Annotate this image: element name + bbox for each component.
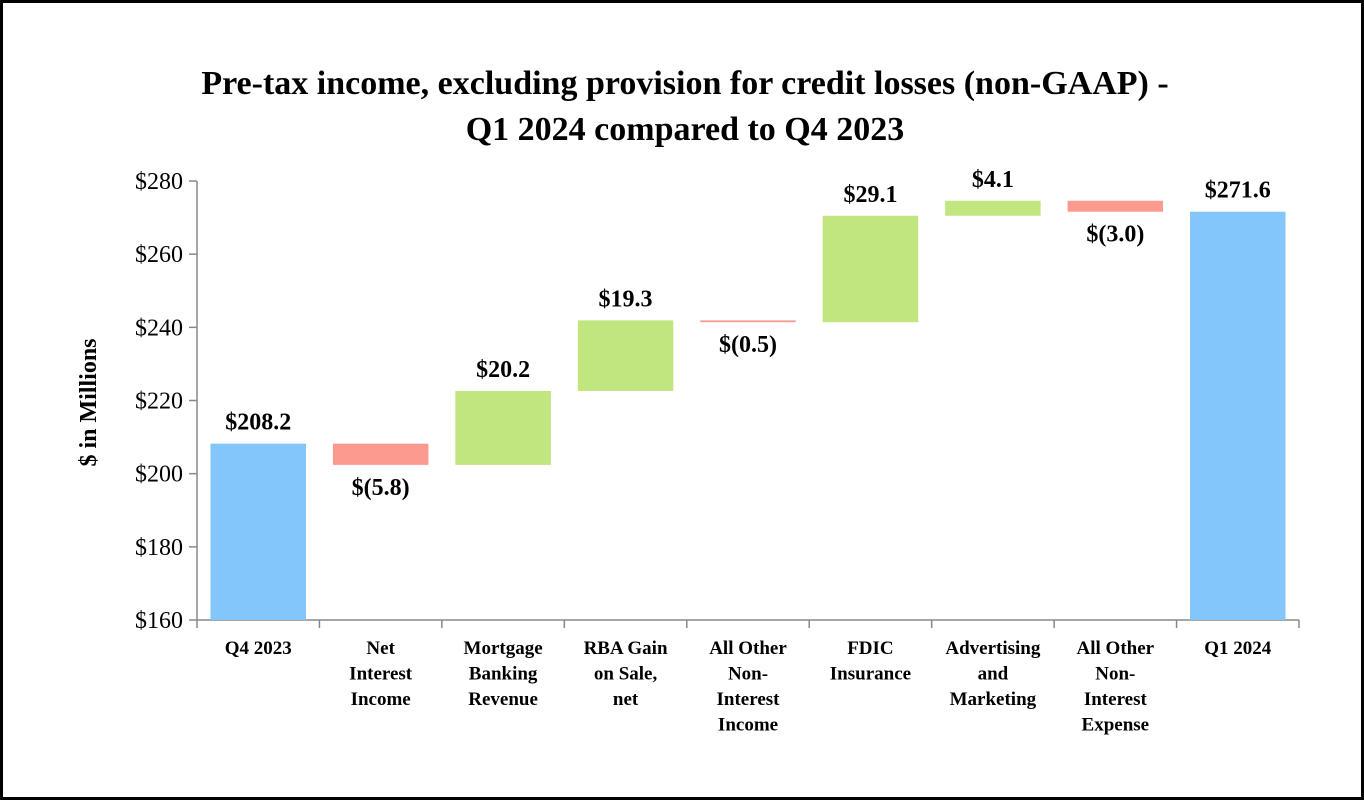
data-label-2: $20.2 xyxy=(476,357,530,383)
x-tick-label: Income xyxy=(718,715,778,736)
x-tick-label: Advertising xyxy=(945,638,1041,659)
x-tick-label: Q1 2024 xyxy=(1204,638,1272,659)
chart-title: Pre-tax income, excluding provision for … xyxy=(3,61,1364,153)
data-label-4: $(0.5) xyxy=(719,332,777,358)
y-tick-label: $220 xyxy=(135,389,183,415)
bar-6 xyxy=(945,200,1041,216)
x-tick-label: RBA Gain xyxy=(584,638,668,659)
y-tick-label: $200 xyxy=(135,462,183,488)
x-tick-label: All Other xyxy=(1077,638,1155,659)
x-tick-label: Expense xyxy=(1082,715,1150,736)
x-tick-label: Non- xyxy=(1095,664,1135,685)
bar-0 xyxy=(210,443,306,620)
x-tick-label: Net xyxy=(366,638,395,659)
x-tick-label: Interest xyxy=(1084,689,1148,710)
data-label-8: $271.6 xyxy=(1205,178,1271,204)
y-tick-label: $280 xyxy=(135,169,183,195)
x-tick-label: Marketing xyxy=(950,689,1037,710)
bar-3 xyxy=(577,320,674,391)
data-label-6: $4.1 xyxy=(972,167,1014,193)
x-tick-label: net xyxy=(613,689,639,710)
x-tick-label: Q4 2023 xyxy=(225,638,292,659)
chart-labels: $208.2 Q4 2023 $(5.8) Net Interest Income $20.… xyxy=(225,167,1272,736)
y-tick-label: $260 xyxy=(135,242,183,268)
x-tick-label: FDIC xyxy=(847,638,893,659)
bar-1 xyxy=(332,443,429,465)
bar-5 xyxy=(822,215,919,323)
x-tick-label: Insurance xyxy=(830,664,911,685)
x-tick-label: Interest xyxy=(349,664,413,685)
data-label-5: $29.1 xyxy=(843,182,897,208)
data-label-3: $19.3 xyxy=(599,286,653,312)
chart-bars xyxy=(210,200,1286,621)
x-tick-label: on Sale, xyxy=(594,664,658,685)
x-tick-label: Non- xyxy=(728,664,768,685)
y-tick-label: $180 xyxy=(135,535,183,561)
chart-title-line-1: Pre-tax income, excluding provision for … xyxy=(201,65,1169,102)
bar-2 xyxy=(455,390,551,465)
data-label-7: $(3.0) xyxy=(1086,222,1144,248)
x-tick-label: Mortgage xyxy=(464,638,543,659)
data-label-1: $(5.8) xyxy=(352,475,410,501)
x-tick-label: All Other xyxy=(709,638,787,659)
bar-7 xyxy=(1067,200,1164,212)
chart-axes: $160 $180 $200 $220 $240 $260 $280 xyxy=(135,169,1300,634)
x-tick-label: Banking xyxy=(469,664,538,685)
chart-title-line-2: Q1 2024 compared to Q4 2023 xyxy=(465,111,905,148)
y-axis-label: $ in Millions xyxy=(76,338,102,466)
data-label-0: $208.2 xyxy=(225,410,291,436)
bar-8 xyxy=(1190,211,1286,621)
x-tick-label: Revenue xyxy=(468,689,538,710)
y-tick-label: $240 xyxy=(135,315,183,341)
x-tick-label: and xyxy=(978,664,1009,685)
x-tick-label: Interest xyxy=(717,689,781,710)
y-tick-label: $160 xyxy=(135,608,183,634)
x-tick-label: Income xyxy=(351,689,411,710)
bar-4 xyxy=(700,320,796,323)
